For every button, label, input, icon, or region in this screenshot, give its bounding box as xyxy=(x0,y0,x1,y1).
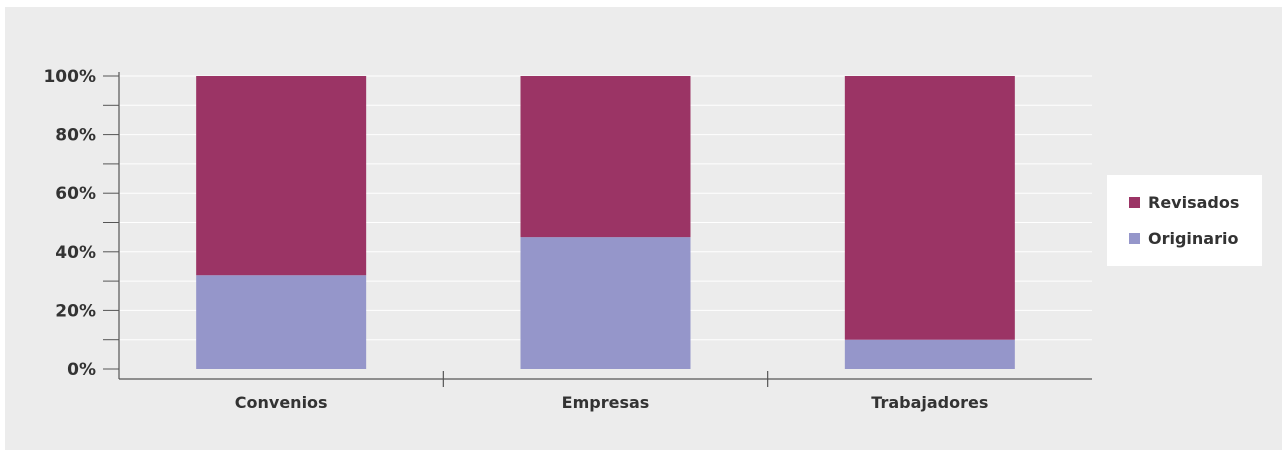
y-tick-label-60: 60% xyxy=(55,184,96,204)
y-tick-label-20: 20% xyxy=(55,301,96,321)
y-tick-label-80: 80% xyxy=(55,126,96,146)
y-tick-label-0: 0% xyxy=(67,360,96,380)
bar-trabajadores-originario xyxy=(844,339,1015,369)
legend-label-originario: Originario xyxy=(1148,228,1239,248)
legend: Revisados Originario xyxy=(1107,175,1262,266)
legend-swatch-originario xyxy=(1129,232,1140,244)
bar-empresas-originario xyxy=(520,237,691,369)
legend-item-revisados: Revisados xyxy=(1129,191,1239,213)
legend-swatch-revisados xyxy=(1129,196,1140,208)
axes xyxy=(103,72,1092,387)
bar-convenios-revisados xyxy=(196,76,367,276)
legend-item-originario: Originario xyxy=(1129,227,1238,249)
bars xyxy=(196,76,1015,369)
x-axis-labels: Convenios Empresas Trabajadores xyxy=(235,393,989,412)
bar-convenios-originario xyxy=(196,275,367,369)
legend-label-revisados: Revisados xyxy=(1148,192,1240,212)
y-tick-label-100: 100% xyxy=(43,67,96,87)
bar-trabajadores-revisados xyxy=(844,76,1015,340)
x-tick-label-empresas: Empresas xyxy=(562,393,650,412)
x-tick-label-trabajadores: Trabajadores xyxy=(871,393,988,412)
x-tick-label-convenios: Convenios xyxy=(235,393,328,412)
y-tick-label-40: 40% xyxy=(55,243,96,263)
y-axis-labels: 0% 20% 40% 60% 80% 100% xyxy=(43,67,96,380)
bar-empresas-revisados xyxy=(520,76,691,238)
